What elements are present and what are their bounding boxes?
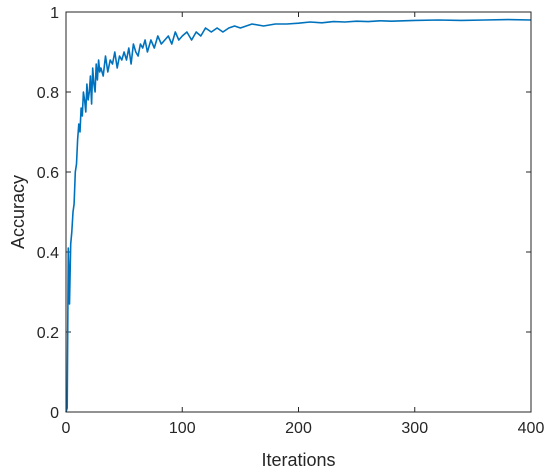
x-tick-label: 200 (285, 420, 312, 437)
y-tick-label: 0 (50, 405, 59, 422)
x-tick-label: 100 (169, 420, 196, 437)
y-tick-label: 0.4 (37, 245, 59, 262)
y-axis-label: Accuracy (8, 175, 28, 249)
plot-area-box (65, 11, 532, 413)
accuracy-series-line (65, 18, 532, 413)
x-tick-label: 300 (401, 420, 428, 437)
y-tick-label: 0.8 (37, 85, 59, 102)
x-tick-label: 400 (518, 420, 545, 437)
x-axis-label: Iterations (261, 450, 335, 470)
y-tick-label: 1 (50, 5, 59, 22)
x-tick-label: 0 (62, 420, 71, 437)
y-tick-label: 0.6 (37, 165, 59, 182)
y-tick-label: 0.2 (37, 325, 59, 342)
